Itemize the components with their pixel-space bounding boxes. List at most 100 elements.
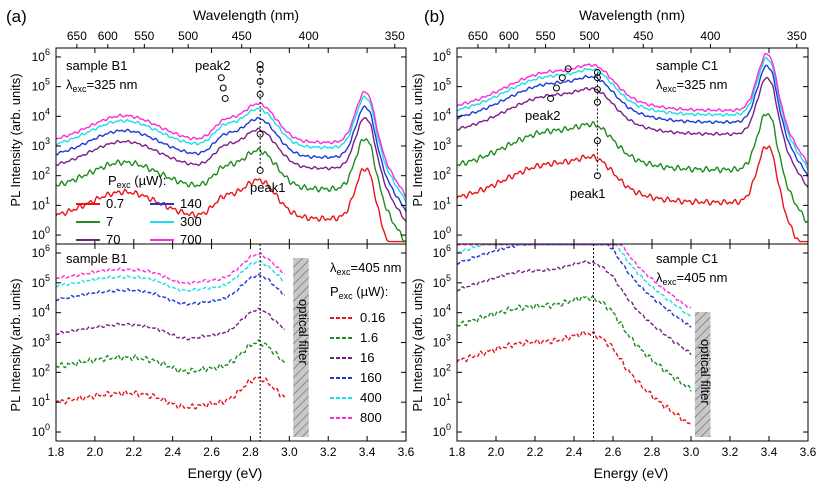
lambda-symbol: λ xyxy=(656,270,663,285)
y-tick-exponent: 0 xyxy=(446,225,451,235)
series-line-a-bottom-800 xyxy=(55,252,286,286)
optical-filter-label-b: optical filter xyxy=(698,339,713,405)
peak1-label-b: peak1 xyxy=(570,186,605,201)
series-line-b-top-0.7 xyxy=(456,145,808,243)
legend-label-a-bottom-1.6: 1.6 xyxy=(360,330,378,345)
x-tick-label-b-bottom-4: 2.6 xyxy=(605,445,622,459)
y-tick-label-a-top-5: 105 xyxy=(32,77,50,94)
y-tick-exponent: 4 xyxy=(446,106,451,116)
x-axis-label-a: Energy (eV) xyxy=(188,465,263,481)
legend-a-bottom: 0.16 1.6 16 160 400 800 xyxy=(330,310,385,425)
x-tick-label-a-bottom-0: 1.8 xyxy=(48,445,65,459)
y-tick-label-b-bottom-2: 102 xyxy=(433,362,451,379)
peak1-marker-a-0 xyxy=(256,166,264,174)
x-tick-label-a-bottom-8: 3.4 xyxy=(359,445,376,459)
lambda-symbol: λ xyxy=(66,77,73,92)
series-line-b-bottom-0.16 xyxy=(456,330,692,427)
y-tick-label-b-bottom-5: 105 xyxy=(433,273,451,290)
series-line-b-top-300 xyxy=(457,56,809,171)
y-tick-exponent: 0 xyxy=(446,422,451,432)
y-tick-label-a-bottom-0: 100 xyxy=(32,422,50,439)
x-tick-label-b-bottom-0: 1.8 xyxy=(449,445,466,459)
peak1-marker-a-4 xyxy=(256,65,264,73)
axes-frame-b-top xyxy=(456,47,809,245)
series-line-b-bottom-1.6 xyxy=(456,294,692,392)
power-unit: (µW): xyxy=(353,284,389,299)
peak1-marker-b-0 xyxy=(593,172,601,180)
optical-filter-b xyxy=(694,312,711,437)
y-tick-label-b-top-4: 104 xyxy=(433,106,451,123)
y-tick-label-b-bottom-4: 104 xyxy=(433,303,451,320)
y-tick-label-b-bottom-1: 101 xyxy=(433,392,451,409)
exc-label-b-bottom: λexc=405 nm xyxy=(656,270,727,287)
top-tick-label-a-top-1: 600 xyxy=(98,29,118,43)
legend-label-a-bottom-160: 160 xyxy=(360,370,382,385)
peak1-marker-a-1 xyxy=(256,130,264,138)
y-tick-exponent: 0 xyxy=(45,422,50,432)
legend-label-a-top-70: 70 xyxy=(106,232,120,247)
y-tick-exponent: 5 xyxy=(45,77,50,87)
lambda-sub: exc xyxy=(663,277,678,287)
y-tick-exponent: 3 xyxy=(446,333,451,343)
x-tick-label-b-bottom-3: 2.4 xyxy=(566,445,583,459)
series-line-a-top-70 xyxy=(55,116,407,222)
exc-value: =405 nm xyxy=(677,270,728,285)
y-axis-label-b: PL Intensity (arb. units) xyxy=(410,73,425,206)
peak2-marker-b-2 xyxy=(558,74,566,82)
peak2-marker-b-1 xyxy=(552,84,560,92)
y-tick-label-a-top-4: 104 xyxy=(32,106,50,123)
panel-label-b: (b) xyxy=(424,7,445,26)
top-tick-label-a-top-4: 450 xyxy=(232,29,252,43)
y-tick-exponent: 1 xyxy=(45,392,50,402)
series-line-a-bottom-0.16 xyxy=(55,376,286,410)
y-tick-label-a-top-2: 102 xyxy=(32,166,50,183)
power-sub: exc xyxy=(117,180,132,190)
lambda-sub: exc xyxy=(663,84,678,94)
y-tick-label-b-top-0: 100 xyxy=(433,225,451,242)
peak2-marker-a-0 xyxy=(221,94,229,102)
y-tick-label-a-top-3: 103 xyxy=(32,136,50,153)
x-tick-label-b-bottom-9: 3.6 xyxy=(800,445,817,459)
legend-title-a-bottom: Pexc (µW): xyxy=(330,284,388,301)
legend-label-a-top-0.7: 0.7 xyxy=(106,196,124,211)
top-tick-label-a-top-3: 500 xyxy=(178,29,198,43)
y-tick-exponent: 3 xyxy=(446,136,451,146)
power-symbol: P xyxy=(108,173,117,188)
optical-filter-a xyxy=(293,258,309,437)
x-tick-label-b-bottom-7: 3.2 xyxy=(722,445,739,459)
y-tick-label-b-top-1: 101 xyxy=(433,195,451,212)
y-tick-label-b-top-5: 105 xyxy=(433,77,451,94)
lambda-sub: exc xyxy=(337,267,352,277)
top-tick-label-a-top-5: 400 xyxy=(299,29,319,43)
series-line-a-bottom-160 xyxy=(55,273,285,306)
lambda-sub: exc xyxy=(73,84,88,94)
legend-label-a-bottom-16: 16 xyxy=(360,350,374,365)
exc-label-a-bottom: λexc=405 nm xyxy=(330,260,401,277)
y-tick-exponent: 4 xyxy=(45,303,50,313)
series-line-a-top-7 xyxy=(55,137,407,243)
power-sub: exc xyxy=(339,291,354,301)
y-tick-label-a-bottom-1: 101 xyxy=(32,392,50,409)
x-tick-label-a-bottom-4: 2.6 xyxy=(203,445,220,459)
y-tick-exponent: 5 xyxy=(45,273,50,283)
series-line-b-bottom-16 xyxy=(456,259,692,356)
x-tick-label-a-bottom-6: 3.0 xyxy=(281,445,298,459)
y-tick-exponent: 3 xyxy=(45,333,50,343)
series-line-b-top-700 xyxy=(456,52,809,166)
top-tick-label-a-top-2: 550 xyxy=(134,29,154,43)
series-line-a-bottom-1.6 xyxy=(55,338,286,375)
series-line-a-bottom-16 xyxy=(55,307,285,341)
top-tick-label-b-top-3: 500 xyxy=(580,29,600,43)
top-tick-label-b-top-5: 400 xyxy=(700,29,720,43)
exc-value: =325 nm xyxy=(87,77,138,92)
y-tick-label-b-top-6: 106 xyxy=(433,47,451,64)
x-tick-label-b-bottom-2: 2.2 xyxy=(527,445,544,459)
legend-label-a-bottom-0.16: 0.16 xyxy=(360,310,385,325)
y-tick-label-b-bottom-3: 103 xyxy=(433,333,451,350)
y-tick-exponent: 6 xyxy=(45,243,50,253)
y-tick-exponent: 1 xyxy=(446,195,451,205)
y-tick-label-b-top-3: 103 xyxy=(433,136,451,153)
y-tick-label-a-bottom-4: 104 xyxy=(32,303,50,320)
exc-value: =325 nm xyxy=(677,77,728,92)
y-tick-exponent: 6 xyxy=(446,243,451,253)
